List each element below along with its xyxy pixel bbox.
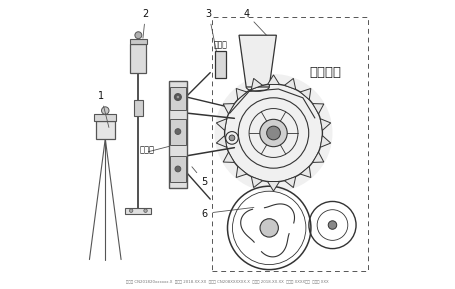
Polygon shape [236, 166, 247, 177]
Bar [134, 100, 143, 116]
Polygon shape [251, 78, 263, 89]
Text: 播种单体: 播种单体 [309, 66, 341, 79]
Bar [168, 81, 187, 188]
Circle shape [175, 166, 181, 172]
Text: 1: 1 [98, 91, 109, 127]
Polygon shape [313, 103, 324, 114]
Polygon shape [223, 152, 234, 162]
Circle shape [260, 119, 287, 147]
Text: 5: 5 [192, 167, 207, 187]
Text: 控制箱: 控制箱 [140, 146, 155, 155]
Bar [130, 39, 147, 44]
Text: 2: 2 [142, 9, 149, 38]
Text: 3: 3 [206, 9, 217, 54]
Polygon shape [216, 119, 227, 130]
Circle shape [135, 32, 142, 39]
Text: 申请号 CN201820xxxxxx.X  申请日 2018.XX.XX  公开号 CN208XXXXXX.X  公开日 2018.XX.XX  申请人 XXX: 申请号 CN201820xxxxxx.X 申请日 2018.XX.XX 公开号 … [126, 279, 329, 283]
Bar [130, 44, 147, 73]
Circle shape [144, 209, 147, 212]
Bar [126, 208, 151, 214]
Polygon shape [236, 88, 247, 100]
Polygon shape [284, 177, 296, 188]
Polygon shape [320, 136, 331, 147]
Polygon shape [216, 136, 227, 147]
Text: 传输盒: 传输盒 [213, 41, 227, 50]
Polygon shape [320, 119, 331, 130]
Circle shape [101, 107, 109, 114]
Polygon shape [223, 103, 234, 114]
Bar [95, 114, 116, 121]
Polygon shape [268, 181, 279, 191]
Polygon shape [300, 166, 311, 177]
Polygon shape [239, 35, 276, 87]
Circle shape [267, 126, 280, 140]
Circle shape [129, 209, 133, 212]
Circle shape [215, 74, 333, 192]
Bar [170, 118, 186, 144]
Polygon shape [313, 152, 324, 162]
Bar [170, 156, 186, 182]
Circle shape [229, 135, 235, 141]
Bar [212, 16, 369, 271]
Polygon shape [284, 78, 296, 89]
Bar [170, 87, 186, 110]
Circle shape [174, 94, 182, 101]
Text: 4: 4 [243, 9, 267, 36]
Circle shape [260, 219, 278, 237]
Circle shape [328, 221, 337, 229]
Circle shape [176, 95, 180, 99]
Text: 6: 6 [202, 208, 254, 218]
Polygon shape [268, 75, 279, 84]
Circle shape [175, 129, 181, 134]
Polygon shape [300, 88, 311, 100]
Polygon shape [251, 177, 263, 188]
Bar [96, 121, 115, 139]
Bar [215, 51, 226, 78]
